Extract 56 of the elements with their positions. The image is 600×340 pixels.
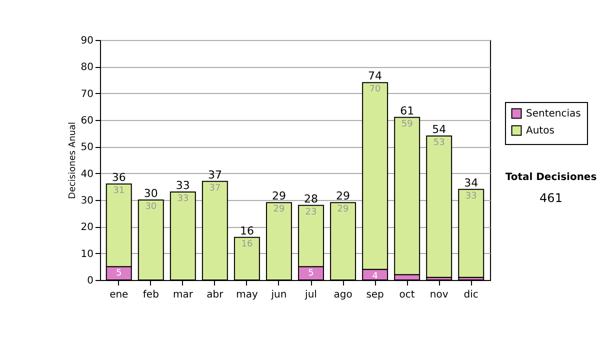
- total-label: 74: [368, 70, 382, 83]
- data-label: 37: [209, 183, 221, 194]
- y-tick-label: 0: [87, 276, 94, 286]
- total-label: 30: [144, 187, 158, 200]
- total-label: 16: [240, 224, 254, 238]
- data-label: 29: [273, 204, 285, 215]
- x-tick-label: nov: [430, 290, 448, 300]
- x-tick-label: ago: [334, 290, 352, 300]
- data-label: 31: [113, 186, 125, 196]
- x-tick-label: mar: [172, 290, 194, 300]
- x-tick-label: jun: [270, 290, 287, 300]
- y-tick-label: 70: [80, 88, 94, 100]
- y-tick-label: 90: [80, 36, 94, 46]
- total-label: 29: [336, 190, 350, 203]
- y-tick-label: 10: [80, 248, 94, 260]
- data-label: 5: [308, 268, 314, 279]
- data-label: 29: [337, 204, 350, 215]
- total-label: 33: [176, 179, 190, 192]
- x-tick-label: ene: [110, 290, 128, 300]
- total-label: 28: [304, 192, 318, 206]
- x-tick-label: sep: [366, 290, 384, 300]
- y-tick-label: 60: [80, 116, 94, 126]
- legend-label: Sentencias: [526, 108, 581, 120]
- y-tick-label: 30: [80, 196, 94, 206]
- x-tick-label: oct: [399, 290, 415, 300]
- x-tick-label: may: [236, 290, 258, 300]
- y-tick-label: 50: [80, 142, 94, 154]
- y-axis-title: Decisiones Anual: [68, 122, 78, 199]
- y-tick-label: 40: [80, 168, 94, 180]
- total-label: 29: [272, 190, 286, 203]
- y-tick-label: 80: [80, 62, 94, 74]
- total-label: 36: [112, 171, 126, 184]
- total-label: 54: [432, 123, 446, 136]
- bar: [426, 136, 452, 278]
- data-label: 5: [116, 268, 122, 279]
- data-label: 16: [241, 239, 253, 250]
- data-label: 4: [372, 271, 378, 282]
- data-label: 30: [145, 202, 157, 212]
- legend-label: Autos: [526, 126, 554, 136]
- data-label: 33: [465, 191, 477, 202]
- data-label: 53: [433, 138, 445, 148]
- x-tick-label: dic: [464, 290, 478, 300]
- text: Total Decisiones: [504, 172, 598, 183]
- data-label: 70: [369, 84, 382, 95]
- total-label: 61: [400, 104, 414, 118]
- x-tick-label: abr: [206, 290, 224, 300]
- x-tick-label: feb: [142, 290, 159, 300]
- data-label: 23: [305, 207, 317, 218]
- text: 461: [538, 191, 564, 205]
- y-tick-label: 20: [80, 222, 94, 234]
- data-label: 33: [177, 194, 189, 204]
- data-label: 59: [401, 119, 414, 130]
- x-tick-label: jul: [304, 290, 317, 300]
- total-label: 37: [208, 168, 222, 182]
- total-label: 34: [464, 176, 478, 190]
- bar: [458, 188, 484, 278]
